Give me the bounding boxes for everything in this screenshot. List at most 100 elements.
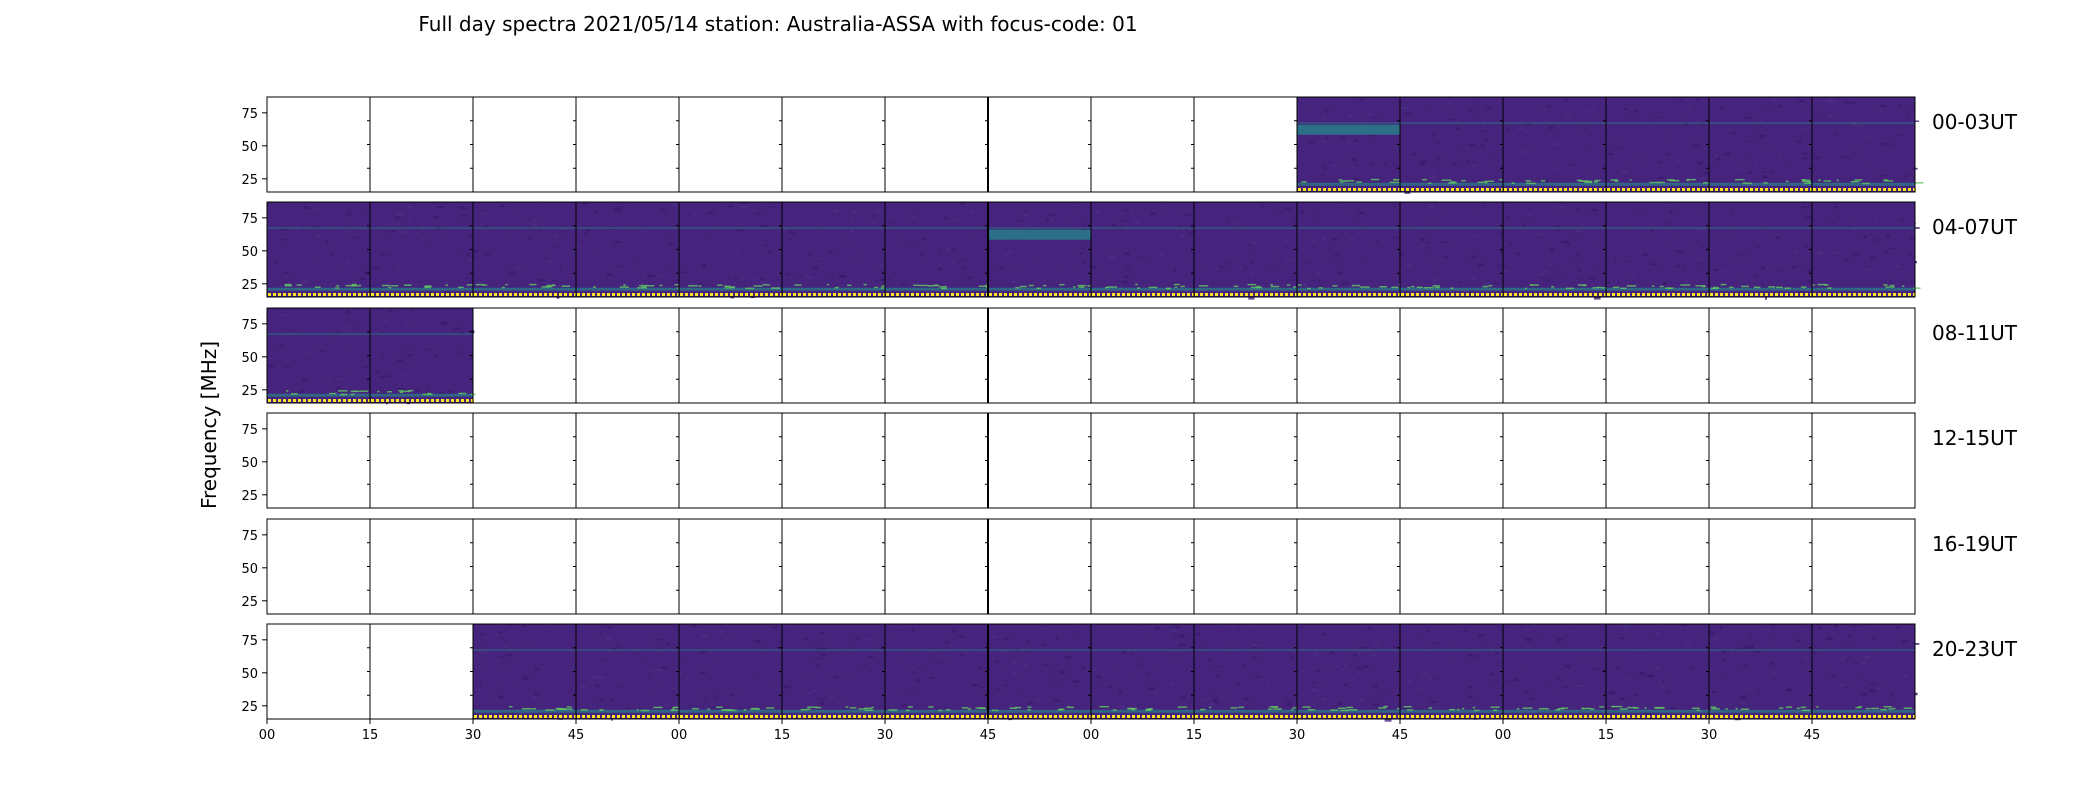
noise-speck [1574,684,1581,687]
cell-border [1708,307,1813,404]
noise-speck [1178,643,1186,646]
marker-dot [1368,188,1371,191]
noise-speck [963,258,965,262]
marker-dot [745,715,748,718]
noise-speck [839,671,843,674]
marker-dot [1195,293,1198,296]
low-signal-dot [359,284,362,287]
low-signal-dot [1666,179,1675,181]
marker-dot [461,399,464,402]
y-tick-label: 25 [241,489,258,504]
cell-border [884,96,989,193]
marker-dot [1599,715,1602,718]
noise-speck [1172,650,1178,653]
noise-speck [1862,235,1868,238]
noise-speck [1178,645,1183,647]
marker-dot [1509,188,1512,191]
noise-speck [763,244,768,246]
marker-dot [1740,715,1743,718]
marker-dot [343,399,346,402]
noise-speck [1909,108,1914,110]
marker-dot [868,293,871,296]
marker-dot [1446,293,1449,296]
noise-speck [800,238,804,240]
marker-dot [1745,715,1748,718]
noise-speck [293,203,297,205]
marker-dot [544,715,547,718]
noise-speck [1594,268,1596,271]
low-signal-dot [296,284,303,286]
marker-dot [994,293,997,296]
marker-dot [1112,293,1115,296]
noise-speck [277,347,279,350]
noise-speck [1844,242,1847,245]
marker-dot [1481,293,1484,296]
noise-speck [849,258,857,260]
noise-speck [1770,624,1777,626]
noise-speck [813,658,821,660]
marker-dot [700,293,703,296]
noise-speck [1722,659,1726,662]
noise-speck [1702,172,1709,174]
marker-dot [956,715,959,718]
noise-speck [410,308,415,311]
low-signal-dot [688,285,698,287]
marker-dot [740,715,743,718]
marker-dot [1373,293,1376,296]
noise-speck [313,261,316,264]
low-signal-dot [1763,182,1768,184]
noise-speck [820,632,825,634]
noise-speck [545,260,553,264]
noise-speck [1567,220,1574,223]
noise-speck [390,230,396,233]
marker-dot [901,715,904,718]
marker-dot [680,715,683,718]
noise-speck [1321,173,1325,176]
noise-speck [1563,686,1568,688]
noise-speck [1578,253,1581,255]
low-signal-dot [1565,287,1574,290]
noise-speck [1406,290,1409,294]
noise-speck [1472,234,1478,238]
cell-border [884,307,989,404]
marker-dot [1848,188,1851,191]
low-signal-dot [381,284,391,287]
noise-speck [283,272,288,274]
low-signal-dot [815,706,822,709]
marker-dot [1549,715,1552,718]
marker-dot [637,715,640,718]
noise-speck [1626,113,1629,116]
noise-speck [910,648,913,652]
noise-speck [1860,693,1867,696]
low-signal-dot [1297,284,1302,286]
noise-speck [1804,697,1807,699]
noise-speck [1829,666,1832,669]
noise-speck [655,639,663,641]
noise-speck [1481,204,1485,207]
spectra-grid: 75502500-03UT75502504-07UT75502508-11UT7… [241,96,2018,722]
noise-speck [484,641,486,644]
noise-speck [753,640,761,643]
low-signal-dot [1332,285,1338,287]
low-signal-dot [723,285,731,287]
marker-dot [1451,293,1454,296]
noise-speck [458,332,464,334]
marker-dot [1795,715,1798,718]
noise-speck [1131,211,1134,214]
noise-speck [1451,163,1458,166]
noise-speck [1714,154,1718,157]
marker-dot [1059,293,1062,296]
noise-speck [1766,628,1770,632]
band-70mhz [1812,227,1915,230]
noise-speck [1865,237,1872,240]
noise-speck [1789,228,1792,231]
spectrum-cell [678,412,783,509]
marker-dot [1569,188,1572,191]
marker-dot [1265,293,1268,296]
noise-speck [1126,265,1130,269]
noise-speck [613,241,621,243]
marker-dot [981,293,984,296]
marker-dot [730,293,733,296]
marker-dot [1848,293,1851,296]
low-signal-dot [336,285,340,287]
